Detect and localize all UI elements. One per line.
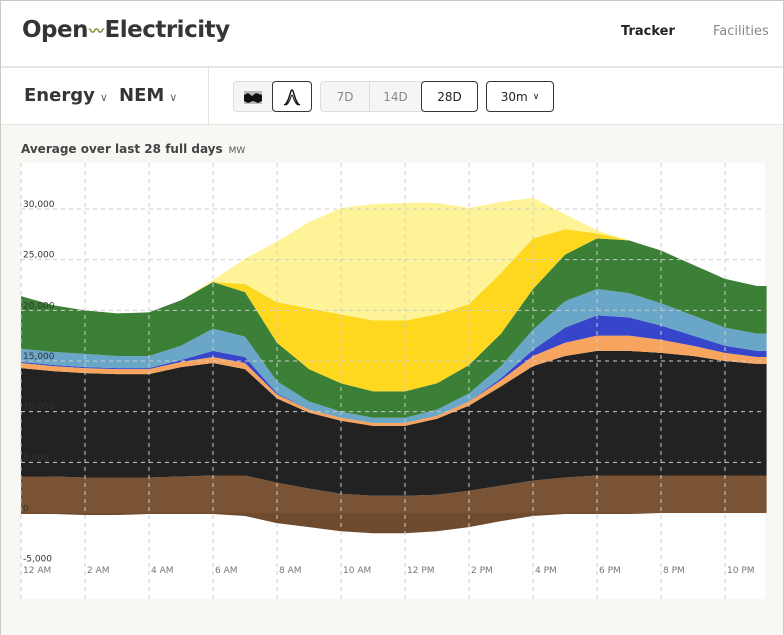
area-solar-utility [21,229,767,392]
y-tick-label: 15,000 [23,352,55,362]
logo-text-electricity: Electricity [104,17,231,43]
y-tick-label: -5,000 [23,555,52,565]
x-tick-label: 10 AM [343,566,371,576]
controls-bar: Energy ∨ NEM ∨ 7D 14D 28D 30m ∨ [1,68,783,125]
area-black-coal [21,350,767,496]
range-7d-button[interactable]: 7D [320,81,370,112]
range-28d-button[interactable]: 28D [421,81,478,112]
x-tick-label: 6 PM [599,566,621,576]
interval-dropdown[interactable]: 30m ∨ [486,81,554,112]
region-dropdown[interactable]: NEM ∨ [119,85,177,106]
energy-stacked-area-chart[interactable]: 12 AM 2 AM 4 AM 6 AM 8 AM 10 AM 12 PM 2 PM 4 PM 6… [1,125,783,635]
logo[interactable]: Open 〰 Electricity [22,17,230,43]
chart-title-text: Average over last 28 full days [21,142,223,156]
chart-panel: Average over last 28 full days MW 12 AM 2 … [1,125,783,635]
stacked-chart-button[interactable] [233,81,273,112]
area-load [21,513,767,534]
chart-title: Average over last 28 full days MW [21,142,245,156]
logo-text-open: Open [22,17,89,43]
y-tick-label: 5,000 [23,453,49,463]
x-tick-label: 2 PM [471,566,493,576]
x-tick-label: 6 AM [215,566,238,576]
x-tick-label: 12 AM [23,566,51,576]
metric-dropdown[interactable]: Energy ∨ [24,85,108,106]
nav-tracker[interactable]: Tracker [621,24,675,39]
metric-label: Energy [24,85,95,106]
x-tick-label: 8 PM [663,566,685,576]
top-header: Open 〰 Electricity Tracker Facilities [1,1,783,68]
area-wind [21,238,767,418]
x-tick-label: 2 AM [87,566,110,576]
logo-bolt-icon: 〰 [89,21,104,40]
x-tick-label: 8 AM [279,566,302,576]
divider [208,68,209,125]
chevron-down-icon: ∨ [169,91,178,104]
nav-facilities[interactable]: Facilities [713,24,769,39]
y-tick-label: 25,000 [23,251,55,261]
line-chart-button[interactable] [272,81,312,112]
area-solar-rooftop [21,197,767,321]
chevron-down-icon: ∨ [532,91,540,102]
x-tick-label: 12 PM [407,566,435,576]
stacked-area-icon [244,90,262,104]
interval-label: 30m [500,89,528,104]
x-tick-label: 10 PM [727,566,755,576]
x-tick-label: 4 AM [151,566,174,576]
y-tick-label: 10,000 [23,403,55,413]
range-14d-button[interactable]: 14D [369,81,422,112]
y-tick-label: 0 [23,504,29,514]
chevron-down-icon: ∨ [99,91,108,104]
area-hydro [21,289,767,423]
x-tick-label: 4 PM [535,566,557,576]
region-label: NEM [119,85,165,106]
line-curve-icon [283,88,301,106]
chart-unit: MW [228,146,246,156]
area-brown-coal [21,475,767,513]
area-gas [21,335,767,426]
y-tick-label: 30,000 [23,200,55,210]
y-tick-label: 20,000 [23,301,55,311]
